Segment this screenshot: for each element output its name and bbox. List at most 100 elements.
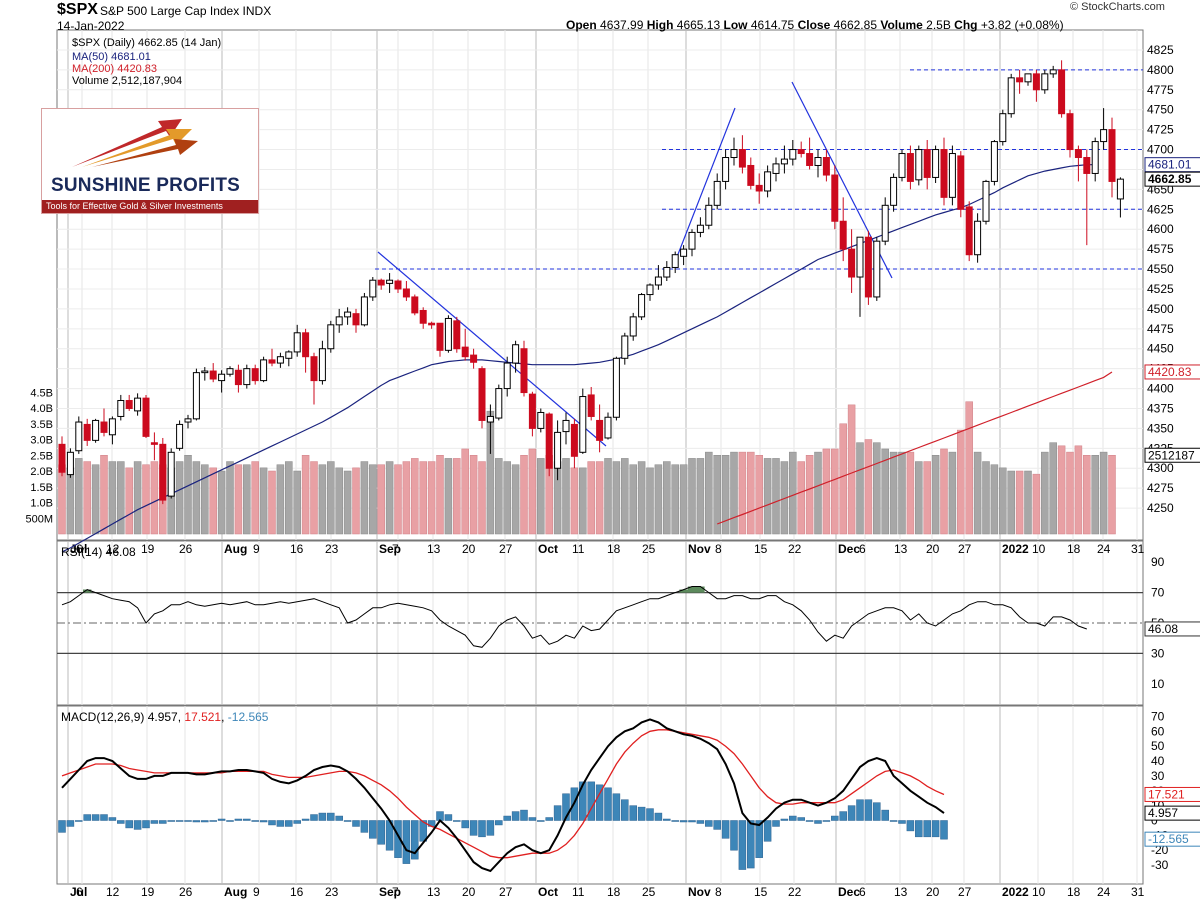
volume-bar: [100, 455, 108, 535]
candle-body: [302, 332, 310, 358]
volume-bar: [352, 467, 360, 535]
candle-body: [671, 254, 679, 268]
volume-bar: [839, 423, 847, 535]
volume-bar: [91, 464, 100, 535]
candle-body: [554, 431, 562, 469]
volume-bar: [318, 464, 327, 535]
price-tick-label: 4825: [1147, 43, 1174, 57]
candle-body: [134, 397, 142, 412]
volume-bar: [537, 458, 545, 535]
volume-bar: [705, 451, 713, 535]
macd-histogram-bar: [276, 820, 285, 827]
macd-histogram-bar: [461, 820, 469, 829]
volume-tick-label: 2.0B: [30, 466, 53, 478]
volume-bar: [310, 461, 318, 535]
volume-bar: [646, 467, 654, 535]
volume-bar: [763, 458, 772, 535]
macd-histogram-bar: [175, 820, 184, 822]
candle-body: [965, 206, 973, 256]
macd-histogram-bar: [579, 781, 587, 821]
candle-body: [453, 320, 461, 350]
volume-bar: [721, 455, 730, 535]
macd-histogram-bar: [721, 820, 730, 839]
volume-bar: [789, 451, 797, 535]
macd-histogram-bar: [730, 820, 738, 851]
macd-histogram-bar: [915, 820, 923, 838]
volume-bar: [856, 442, 864, 535]
volume-label: Volume: [880, 18, 923, 32]
volume-tick-label: 1.0B: [30, 498, 53, 510]
candle-body: [386, 279, 394, 284]
x-tick-label: 15: [754, 542, 768, 556]
volume-bar: [747, 451, 755, 535]
volume-bar: [402, 461, 411, 535]
volume-bar: [343, 470, 352, 535]
legend-ma200: MA(200) 4420.83: [72, 63, 157, 75]
volume-bar: [327, 461, 335, 535]
macd-histogram-bar: [545, 817, 553, 821]
macd-histogram-bar: [352, 820, 360, 827]
candle-body: [1083, 157, 1091, 174]
macd-histogram-bar: [486, 820, 495, 836]
macd-histogram-bar: [755, 820, 763, 858]
candle-body: [318, 348, 326, 382]
volume-tick-label: 3.0B: [30, 435, 53, 447]
candle-body: [982, 180, 990, 222]
volume-bar: [881, 448, 889, 535]
ma200-value-tag: 4420.83: [1148, 365, 1192, 379]
macd-histogram-bar: [478, 820, 486, 838]
volume-bar: [637, 461, 646, 535]
x-tick-label: 6: [76, 542, 83, 556]
macd-histogram-bar: [881, 809, 889, 821]
volume-bar: [1083, 455, 1091, 535]
volume-bar: [730, 451, 738, 535]
candle-body: [470, 354, 478, 363]
volume-bar: [898, 451, 906, 535]
x-tick-label: Aug: [224, 542, 247, 556]
x-tick-label: 27: [958, 542, 972, 556]
candle-body: [352, 313, 360, 326]
candle-body: [587, 394, 595, 417]
x-tick-label: 11: [572, 885, 585, 899]
volume-bar: [117, 461, 125, 535]
macd-tick-label: 70: [1151, 709, 1165, 723]
volume-bar: [579, 467, 587, 535]
x-tick-label: 13: [427, 885, 441, 899]
volume-bar: [696, 458, 705, 535]
candle-body: [184, 418, 192, 423]
candle-body: [92, 419, 100, 441]
x-tick-label: 22: [788, 885, 802, 899]
x-tick-label: 18: [1067, 885, 1081, 899]
macd-histogram-bar: [587, 781, 595, 821]
candle-body: [344, 311, 352, 318]
price-tick-label: 4300: [1147, 461, 1174, 475]
candle-body: [108, 418, 116, 436]
macd-histogram-bar: [108, 817, 117, 821]
candle-body: [478, 368, 486, 421]
macd-histogram-bar: [125, 820, 133, 829]
price-tick-label: 4450: [1147, 342, 1174, 356]
volume-bar: [805, 455, 814, 535]
volume-bar: [427, 461, 436, 535]
candle-body: [117, 400, 125, 417]
macd-histogram-bar: [822, 820, 831, 822]
x-tick-label: 15: [754, 885, 768, 899]
volume-bar: [713, 455, 721, 535]
chart-date: 14-Jan-2022: [57, 19, 125, 33]
macd-histogram-bar: [931, 820, 940, 838]
candle-body: [142, 397, 150, 437]
macd-histogram-bar: [293, 820, 301, 824]
volume-bar: [394, 464, 402, 535]
candle-body: [906, 153, 914, 182]
candle-body: [394, 280, 402, 290]
price-tick-label: 4500: [1147, 302, 1174, 316]
volume-tick-label: 3.5B: [30, 419, 53, 431]
x-tick-label: 12: [106, 542, 120, 556]
macd-histogram-bar: [898, 820, 906, 824]
macd-histogram-bar: [663, 818, 671, 821]
candle-body: [839, 220, 847, 250]
x-tick-label: 20: [462, 885, 476, 899]
volume-bar: [528, 448, 537, 535]
macd-histogram-bar: [671, 820, 679, 822]
x-tick-label: 18: [607, 542, 621, 556]
